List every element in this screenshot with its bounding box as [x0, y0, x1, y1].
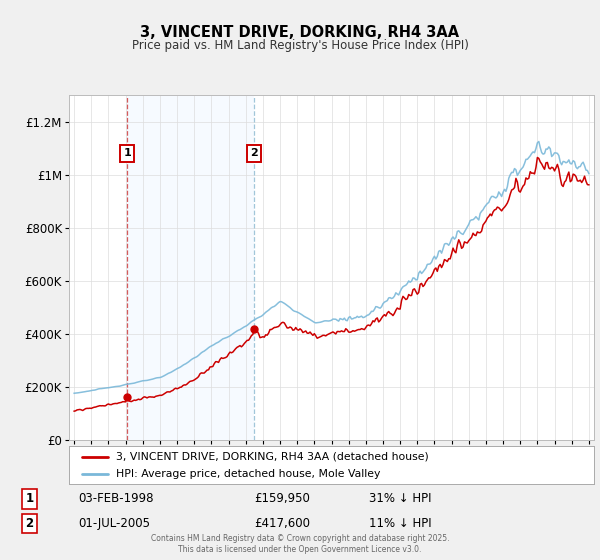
Text: 1: 1: [123, 148, 131, 158]
Text: £159,950: £159,950: [254, 492, 310, 506]
Text: Price paid vs. HM Land Registry's House Price Index (HPI): Price paid vs. HM Land Registry's House …: [131, 39, 469, 52]
Text: 1: 1: [25, 492, 34, 506]
Text: 3, VINCENT DRIVE, DORKING, RH4 3AA: 3, VINCENT DRIVE, DORKING, RH4 3AA: [140, 25, 460, 40]
Bar: [127, 95, 254, 440]
Text: 11% ↓ HPI: 11% ↓ HPI: [369, 517, 432, 530]
Text: £417,600: £417,600: [254, 517, 310, 530]
Text: Contains HM Land Registry data © Crown copyright and database right 2025.
This d: Contains HM Land Registry data © Crown c…: [151, 534, 449, 554]
Text: 01-JUL-2005: 01-JUL-2005: [78, 517, 150, 530]
Text: 2: 2: [250, 148, 258, 158]
Text: 31% ↓ HPI: 31% ↓ HPI: [369, 492, 431, 506]
Text: HPI: Average price, detached house, Mole Valley: HPI: Average price, detached house, Mole…: [116, 469, 380, 479]
Text: 3, VINCENT DRIVE, DORKING, RH4 3AA (detached house): 3, VINCENT DRIVE, DORKING, RH4 3AA (deta…: [116, 451, 429, 461]
Text: 2: 2: [25, 517, 34, 530]
Text: 03-FEB-1998: 03-FEB-1998: [78, 492, 154, 506]
